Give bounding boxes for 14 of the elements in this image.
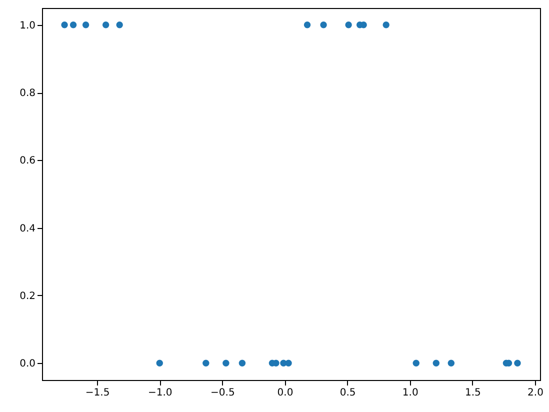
y-tick-label: 0.6: [20, 156, 36, 167]
x-tick-label: 1.0: [402, 388, 418, 398]
x-tick-label: 0.0: [277, 388, 294, 398]
x-tick-label: −1.5: [85, 388, 110, 398]
x-tick-label: 0.5: [340, 388, 356, 398]
y-tick-label: 0.2: [20, 290, 36, 302]
x-tick-label: 2.0: [528, 388, 544, 398]
y-tick-label: 0.8: [20, 88, 36, 100]
x-tick-label: 1.5: [464, 388, 481, 398]
x-tick-label: −1.0: [148, 388, 172, 398]
x-tick-label: −0.5: [210, 388, 235, 398]
y-tick-label: 1.0: [20, 20, 36, 32]
y-tick-label: 0.4: [20, 223, 36, 234]
y-tick-label: 0.0: [20, 358, 36, 370]
